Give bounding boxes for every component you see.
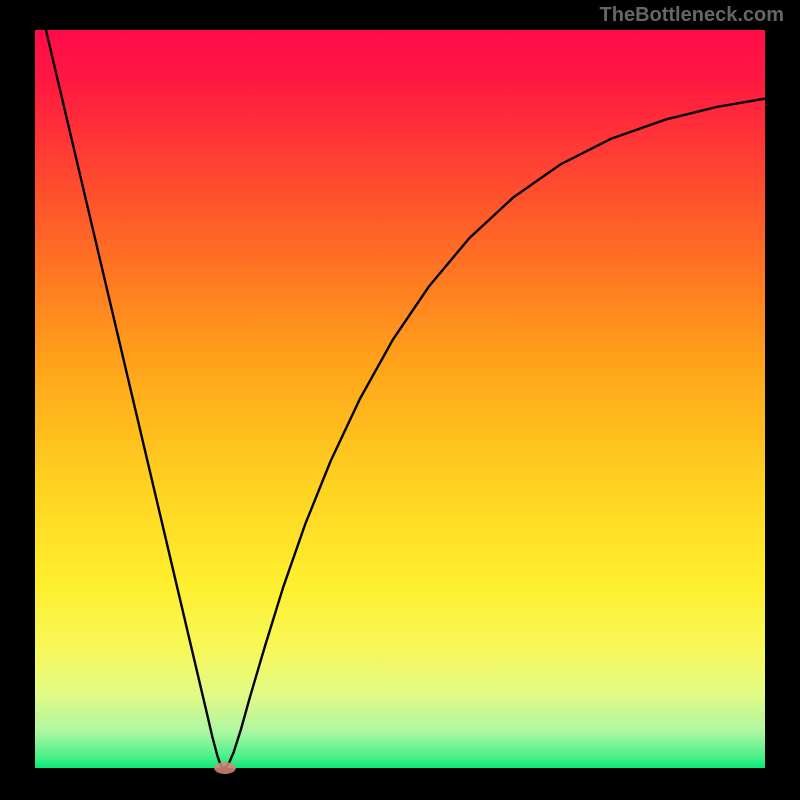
curve-svg xyxy=(35,30,765,768)
watermark-text: TheBottleneck.com xyxy=(600,4,784,27)
plot-area xyxy=(35,30,765,768)
chart-container: TheBottleneck.com xyxy=(0,0,800,800)
v-curve-path xyxy=(46,30,765,768)
vertex-marker xyxy=(214,762,236,774)
